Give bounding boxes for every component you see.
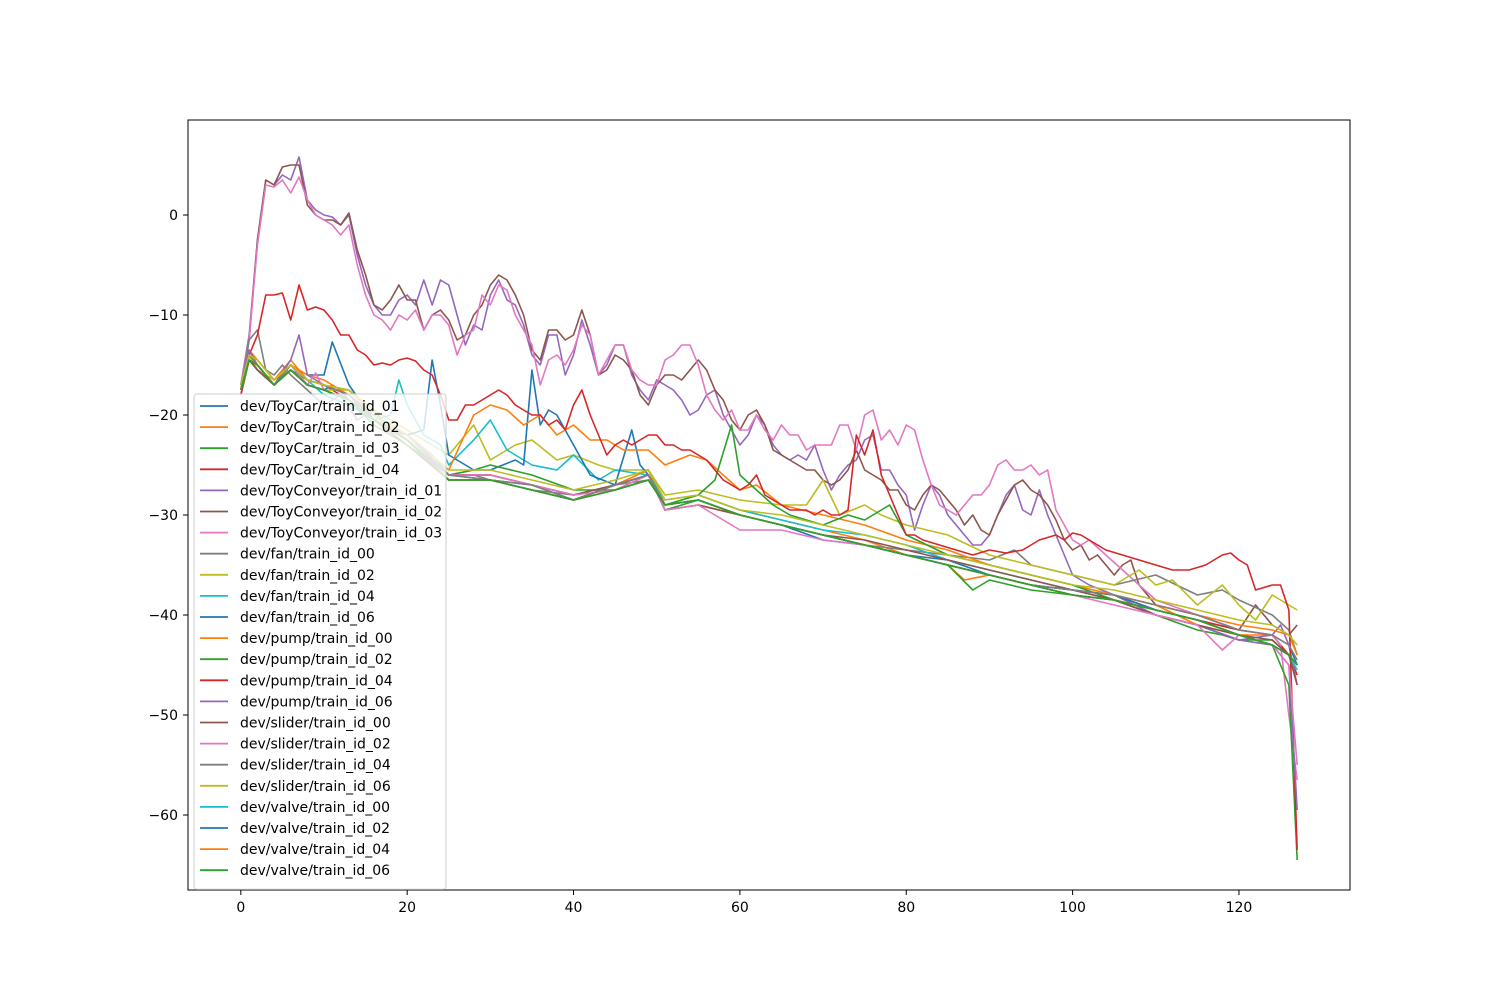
legend-label: dev/ToyCar/train_id_04 [240,462,400,478]
legend-label: dev/slider/train_id_06 [240,779,391,795]
x-axis: 0 20 40 60 80 100 120 [236,890,1252,916]
legend-label: dev/valve/train_id_06 [240,863,390,879]
legend-label: dev/ToyConveyor/train_id_03 [240,526,442,542]
series-line-6 [240,164,1298,636]
y-tick-label: 0 [169,208,178,224]
legend-label: dev/fan/train_id_06 [240,610,375,626]
legend-label: dev/ToyCar/train_id_02 [240,420,400,436]
legend: dev/ToyCar/train_id_01 dev/ToyCar/train_i… [193,393,447,890]
x-tick-label: 40 [565,900,583,916]
legend-label: dev/ToyCar/train_id_03 [240,441,400,457]
y-tick-label: −20 [148,408,178,424]
legend-label: dev/slider/train_id_02 [240,737,391,753]
legend-frame [193,393,447,890]
y-tick-label: −10 [148,308,178,324]
x-tick-label: 100 [1059,900,1086,916]
legend-label: dev/fan/train_id_00 [240,547,375,563]
legend-label: dev/ToyConveyor/train_id_01 [240,483,442,499]
y-tick-label: −30 [148,508,178,524]
legend-label: dev/valve/train_id_00 [240,800,390,816]
legend-label: dev/slider/train_id_00 [240,716,391,732]
x-tick-label: 120 [1226,900,1253,916]
x-tick-label: 60 [731,900,749,916]
legend-label: dev/pump/train_id_06 [240,694,393,710]
legend-label: dev/valve/train_id_02 [240,821,390,837]
y-tick-label: −60 [148,808,178,824]
y-axis: 0 −10 −20 −30 −40 −50 −60 [148,208,188,824]
legend-label: dev/pump/train_id_00 [240,631,393,647]
legend-label: dev/fan/train_id_04 [240,589,375,605]
legend-label: dev/valve/train_id_04 [240,842,390,858]
legend-label: dev/pump/train_id_02 [240,652,393,668]
legend-label: dev/fan/train_id_02 [240,568,375,584]
x-tick-label: 20 [398,900,416,916]
y-tick-label: −50 [148,708,178,724]
legend-label: dev/ToyConveyor/train_id_02 [240,505,442,521]
series-line-14 [240,284,1298,851]
x-tick-label: 0 [236,900,245,916]
legend-label: dev/pump/train_id_04 [240,673,393,689]
y-tick-label: −40 [148,608,178,624]
plot-area-frame [187,119,1351,891]
legend-label: dev/slider/train_id_04 [240,758,391,774]
x-tick-label: 80 [897,900,915,916]
series-line-7 [240,176,1298,781]
legend-label: dev/ToyCar/train_id_01 [240,399,400,415]
